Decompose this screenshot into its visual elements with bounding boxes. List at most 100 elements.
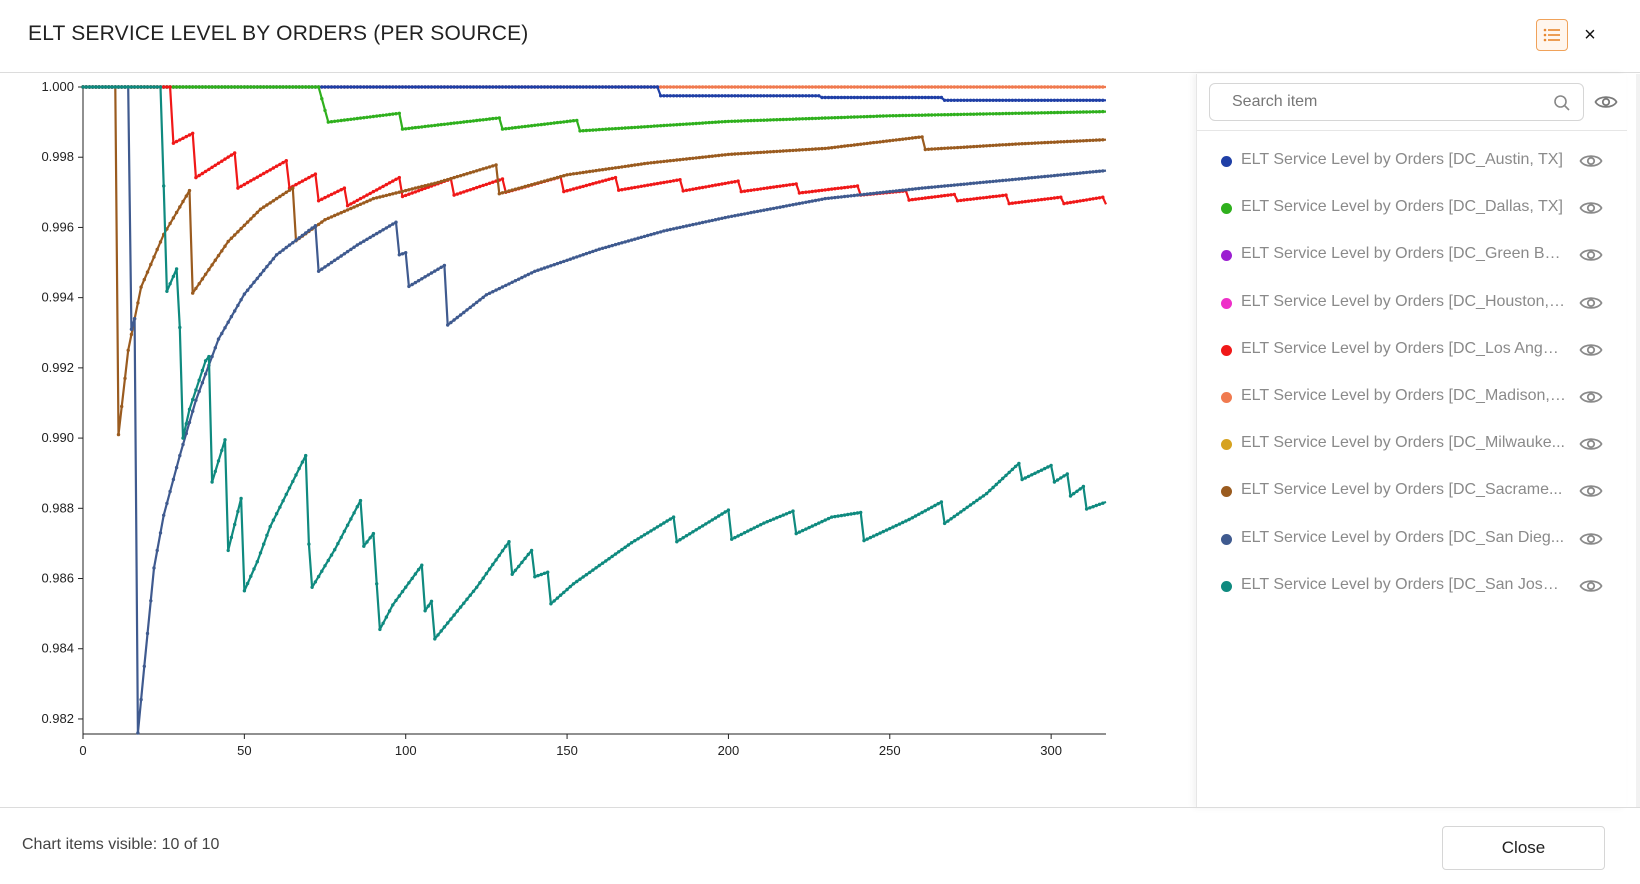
data-point (736, 85, 740, 89)
data-point (610, 127, 614, 131)
data-point (349, 206, 353, 211)
data-point (959, 182, 963, 187)
data-point (304, 177, 308, 181)
data-point (717, 182, 721, 187)
data-point (991, 143, 995, 148)
data-point (817, 116, 821, 120)
series-line[interactable] (83, 85, 1107, 436)
data-point (849, 95, 853, 100)
data-point (704, 85, 708, 89)
eye-icon[interactable] (1579, 149, 1603, 173)
data-point (287, 188, 292, 192)
eye-icon[interactable] (1579, 291, 1603, 315)
data-point (191, 397, 195, 402)
data-point (913, 514, 918, 518)
data-point (552, 121, 556, 125)
close-icon[interactable]: × (1584, 24, 1596, 46)
eye-icon[interactable] (1594, 90, 1618, 114)
legend-item[interactable]: ELT Service Level by Orders [DC_Madison,… (1197, 374, 1627, 420)
data-point (310, 174, 314, 178)
data-point (671, 179, 676, 183)
data-point (1081, 110, 1086, 114)
data-point (517, 85, 521, 89)
eye-icon[interactable] (1579, 574, 1603, 598)
data-point (988, 488, 992, 493)
data-point (794, 117, 798, 121)
data-point (581, 575, 585, 579)
eye-icon[interactable] (1579, 432, 1603, 456)
data-point (781, 513, 785, 517)
data-point (310, 226, 314, 230)
series-line[interactable] (83, 85, 1107, 133)
data-point (420, 85, 424, 89)
legend-toggle-button[interactable] (1536, 19, 1568, 51)
data-point (833, 145, 837, 149)
search-box[interactable] (1209, 83, 1584, 121)
legend-item[interactable]: ELT Service Level by Orders [DC_Sacrame.… (1197, 468, 1627, 514)
eye-icon[interactable] (1579, 243, 1603, 267)
data-point (901, 85, 905, 89)
data-point (326, 194, 330, 198)
data-point (568, 188, 572, 192)
search-input[interactable] (1210, 84, 1562, 120)
data-point (236, 85, 240, 89)
data-point (187, 133, 192, 137)
data-point (255, 175, 259, 179)
legend-item[interactable]: ELT Service Level by Orders [DC_Austin, … (1197, 138, 1627, 184)
legend-item[interactable]: ELT Service Level by Orders [DC_Houston,… (1197, 280, 1627, 326)
data-point (988, 98, 992, 102)
data-point (197, 282, 201, 286)
data-point (375, 114, 379, 118)
data-point (784, 204, 789, 208)
data-point (436, 633, 440, 637)
data-point (923, 196, 927, 200)
legend-item[interactable]: ELT Service Level by Orders [DC_San Dieg… (1197, 516, 1627, 562)
data-point (355, 198, 359, 203)
visible-items-count: Chart items visible: 10 of 10 (22, 836, 220, 853)
search-icon[interactable] (1553, 94, 1571, 112)
data-point (423, 85, 427, 89)
data-point (942, 113, 947, 117)
data-point (662, 85, 666, 89)
data-point (778, 149, 782, 153)
data-point (765, 94, 769, 98)
data-point (1094, 110, 1099, 114)
data-point (584, 85, 589, 89)
legend-item[interactable]: ELT Service Level by Orders [DC_San Jose… (1197, 563, 1627, 609)
data-point (1023, 85, 1027, 89)
data-point (901, 520, 905, 525)
data-point (194, 398, 198, 402)
data-point (678, 85, 682, 89)
legend-item-label: ELT Service Level by Orders [DC_Los Ange… (1241, 339, 1566, 357)
data-point (494, 85, 498, 89)
legend-item[interactable]: ELT Service Level by Orders [DC_Dallas, … (1197, 185, 1627, 231)
eye-icon[interactable] (1579, 479, 1603, 503)
eye-icon[interactable] (1579, 196, 1603, 220)
data-point (1097, 85, 1102, 89)
data-point (236, 303, 240, 308)
data-point (310, 85, 314, 89)
data-point (433, 181, 437, 185)
data-point (1101, 85, 1105, 89)
data-point (778, 117, 782, 122)
legend-item[interactable]: ELT Service Level by Orders [DC_Milwauke… (1197, 421, 1627, 467)
data-point (1017, 111, 1021, 115)
legend-item[interactable]: ELT Service Level by Orders [DC_Los Ange… (1197, 327, 1627, 373)
scrollbar[interactable] (1636, 74, 1640, 807)
eye-icon[interactable] (1579, 338, 1603, 362)
close-button[interactable]: Close (1442, 826, 1605, 870)
data-point (629, 541, 634, 545)
data-point (952, 514, 956, 519)
data-point (562, 85, 566, 89)
eye-icon[interactable] (1579, 527, 1603, 551)
data-point (1078, 199, 1082, 203)
data-point (610, 166, 614, 170)
data-point (742, 189, 747, 193)
data-point (859, 95, 863, 100)
eye-icon[interactable] (1579, 385, 1603, 409)
data-point (1017, 461, 1021, 466)
series-line[interactable] (83, 85, 1106, 102)
data-point (820, 85, 824, 89)
legend-item[interactable]: ELT Service Level by Orders [DC_Green Ba… (1197, 232, 1627, 278)
data-point (694, 94, 698, 98)
